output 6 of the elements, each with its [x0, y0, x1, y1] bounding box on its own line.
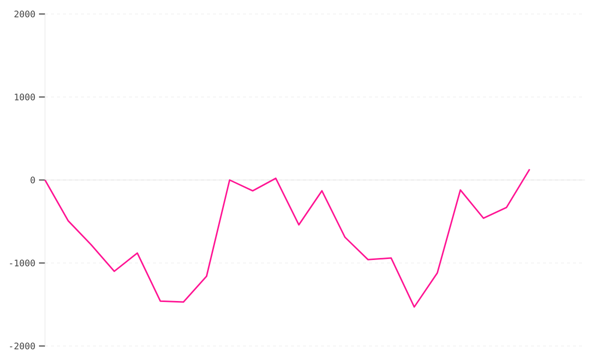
y-tick-label: 2000 [14, 10, 35, 18]
y-tick-label: -2000 [10, 342, 35, 350]
y-tick-label: 0 [30, 176, 35, 184]
y-tick-label: -1000 [10, 260, 35, 266]
y-tick-label: 1000 [14, 94, 35, 100]
line-series [44, 168, 530, 308]
